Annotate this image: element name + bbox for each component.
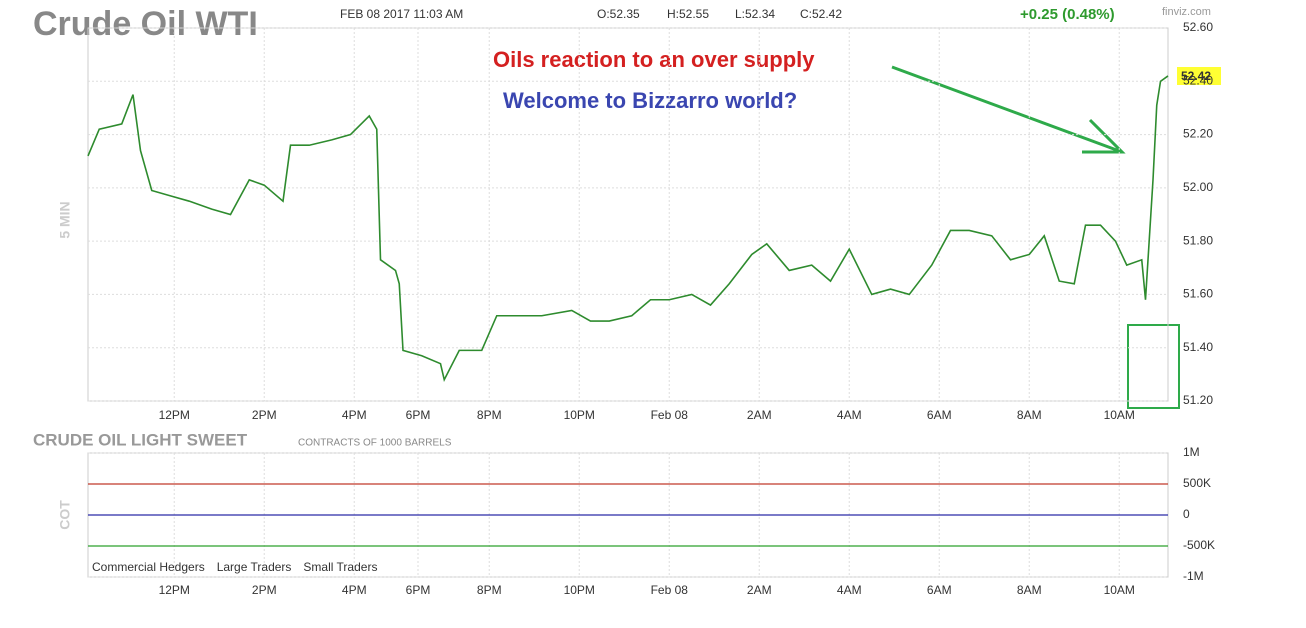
x-tick-label: 2PM: [252, 583, 277, 597]
y-tick-label: 52.40: [1183, 73, 1213, 87]
y-tick-label: -500K: [1183, 538, 1215, 552]
low: L:52.34: [735, 7, 775, 21]
y-tick-label: 51.80: [1183, 233, 1213, 247]
change: +0.25 (0.48%): [1020, 6, 1115, 23]
y-tick-label: 51.20: [1183, 393, 1213, 407]
source: finviz.com: [1162, 6, 1211, 18]
legend-entry: Commercial Hedgers: [92, 560, 205, 574]
y-tick-label: 52.20: [1183, 127, 1213, 141]
y-tick-label: 51.60: [1183, 287, 1213, 301]
legend-entry: Large Traders: [217, 560, 292, 574]
y-tick-label: 51.40: [1183, 340, 1213, 354]
x-tick-label: 4AM: [837, 583, 862, 597]
x-tick-label: 8AM: [1017, 583, 1042, 597]
x-tick-label: 10AM: [1104, 408, 1135, 422]
y-axis-label: 5 MIN: [57, 201, 73, 238]
x-tick-label: 12PM: [159, 583, 190, 597]
x-tick-label: 4AM: [837, 408, 862, 422]
x-tick-label: 4PM: [342, 408, 367, 422]
price-line: [87, 75, 1169, 382]
x-tick-label: 10AM: [1104, 583, 1135, 597]
legend-entry: Small Traders: [303, 560, 377, 574]
x-tick-label: 8PM: [477, 583, 502, 597]
timestamp: FEB 08 2017 11:03 AM: [340, 7, 463, 21]
y-tick-label: 52.00: [1183, 180, 1213, 194]
price-tag-bg: [1177, 67, 1221, 85]
x-tick-label: 2AM: [747, 583, 772, 597]
arrow-head: [1082, 118, 1126, 154]
x-tick-label: Feb 08: [651, 408, 689, 422]
highlight-box: [1127, 324, 1180, 409]
x-tick-label: 10PM: [564, 583, 595, 597]
x-tick-label: 4PM: [342, 583, 367, 597]
x-tick-label: Feb 08: [651, 583, 689, 597]
open: O:52.35: [597, 7, 640, 21]
x-tick-label: 8PM: [477, 408, 502, 422]
high: H:52.55: [667, 7, 709, 21]
x-tick-label: 6PM: [406, 408, 431, 422]
close: C:52.42: [800, 7, 842, 21]
x-tick-label: 8AM: [1017, 408, 1042, 422]
y-tick-label: 1M: [1183, 445, 1200, 459]
x-tick-label: 10PM: [564, 408, 595, 422]
chart-title: Crude Oil WTI: [33, 5, 258, 43]
annotation: Welcome to Bizzarro world?: [503, 88, 797, 113]
y-tick-label: 52.60: [1183, 20, 1213, 34]
arrow: [891, 65, 1123, 154]
y-tick-label: -1M: [1183, 569, 1204, 583]
panel-y-label: COT: [57, 500, 73, 530]
annotation: Oils reaction to an over supply: [493, 47, 815, 72]
x-tick-label: 12PM: [159, 408, 190, 422]
x-tick-label: 2AM: [747, 408, 772, 422]
plot-frame: [87, 27, 1169, 402]
y-tick-label: 0: [1183, 507, 1190, 521]
x-tick-label: 2PM: [252, 408, 277, 422]
x-tick-label: 6AM: [927, 408, 952, 422]
panel-subtitle: CONTRACTS OF 1000 BARRELS: [298, 438, 452, 449]
y-tick-label: 500K: [1183, 476, 1211, 490]
x-tick-label: 6PM: [406, 583, 431, 597]
price-tag: 52.42: [1181, 69, 1211, 83]
panel-title: CRUDE OIL LIGHT SWEET: [33, 430, 248, 449]
x-tick-label: 6AM: [927, 583, 952, 597]
